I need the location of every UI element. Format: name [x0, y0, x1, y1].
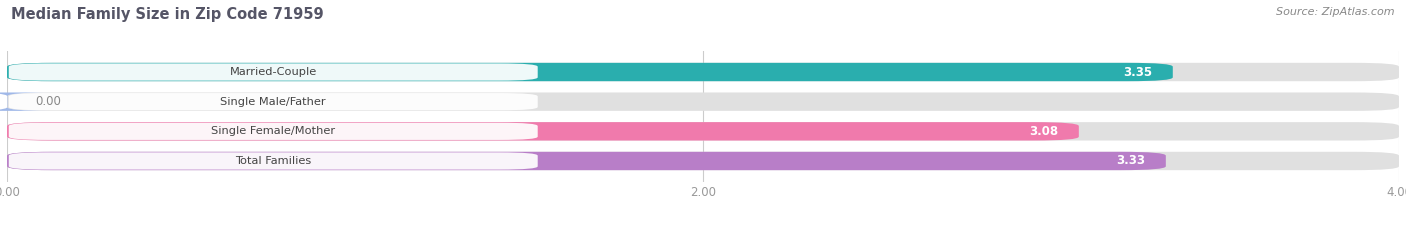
FancyBboxPatch shape — [7, 152, 1399, 170]
Text: Median Family Size in Zip Code 71959: Median Family Size in Zip Code 71959 — [11, 7, 323, 22]
FancyBboxPatch shape — [0, 93, 52, 111]
Text: Total Families: Total Families — [235, 156, 311, 166]
FancyBboxPatch shape — [8, 93, 537, 110]
Text: Single Female/Mother: Single Female/Mother — [211, 126, 335, 136]
FancyBboxPatch shape — [8, 63, 537, 81]
FancyBboxPatch shape — [8, 152, 537, 170]
FancyBboxPatch shape — [7, 63, 1399, 81]
FancyBboxPatch shape — [8, 123, 537, 140]
FancyBboxPatch shape — [7, 122, 1078, 140]
Text: 3.33: 3.33 — [1116, 154, 1144, 168]
FancyBboxPatch shape — [7, 122, 1399, 140]
Text: Single Male/Father: Single Male/Father — [221, 97, 326, 107]
FancyBboxPatch shape — [7, 152, 1166, 170]
Text: Source: ZipAtlas.com: Source: ZipAtlas.com — [1277, 7, 1395, 17]
Text: 0.00: 0.00 — [35, 95, 60, 108]
Text: Married-Couple: Married-Couple — [229, 67, 316, 77]
FancyBboxPatch shape — [7, 63, 1173, 81]
Text: 3.35: 3.35 — [1123, 65, 1152, 79]
FancyBboxPatch shape — [7, 93, 1399, 111]
Text: 3.08: 3.08 — [1029, 125, 1057, 138]
